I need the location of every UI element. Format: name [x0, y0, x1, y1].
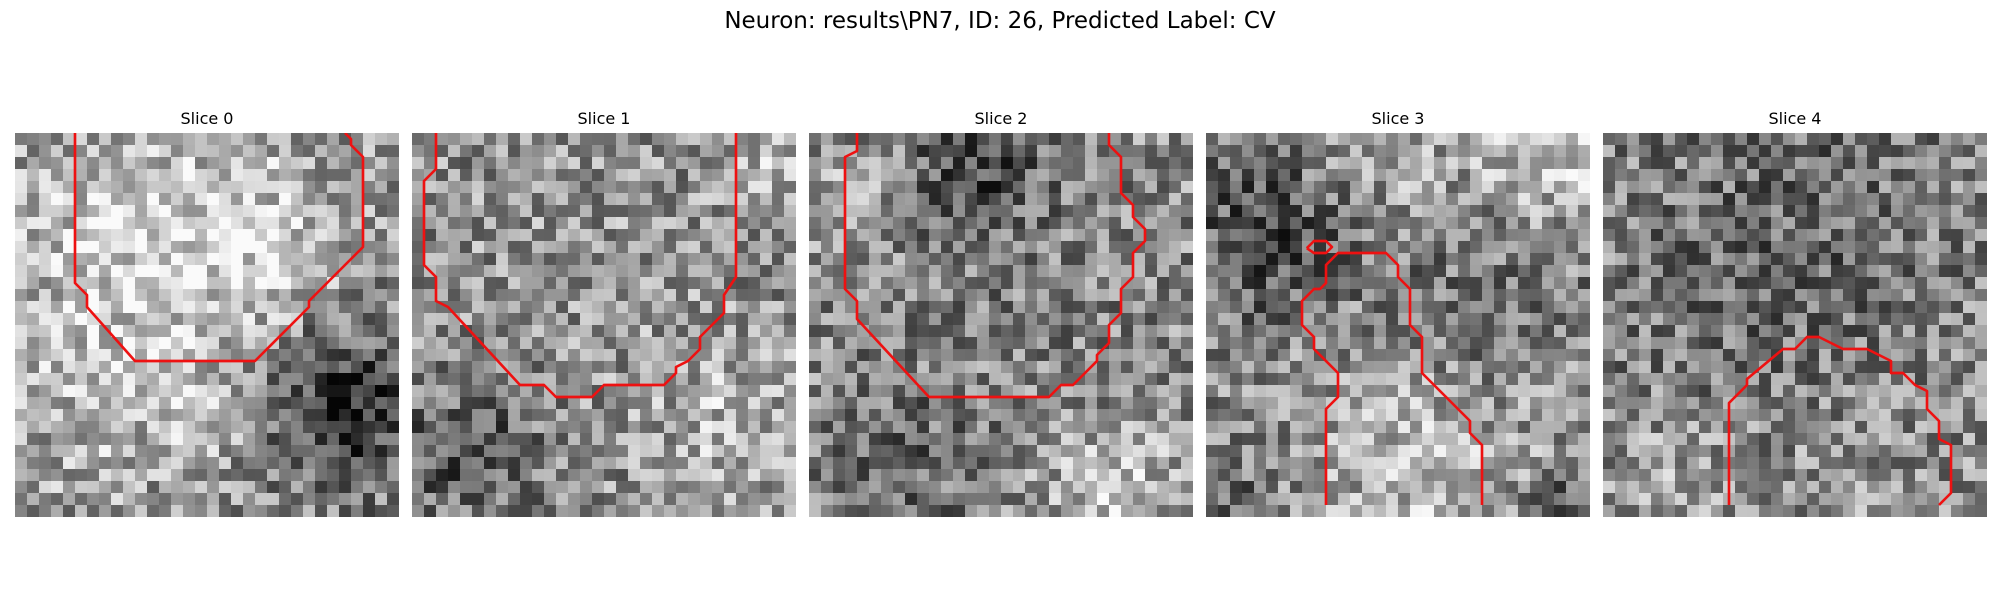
slice-panel-1: Slice 1	[412, 108, 796, 517]
slice-title: Slice 1	[577, 109, 631, 128]
contour-line	[843, 133, 1147, 399]
slice-panel-0: Slice 0	[15, 108, 399, 517]
contour-overlay	[1300, 239, 1484, 505]
contour-overlay	[73, 133, 365, 363]
contour-overlay	[843, 133, 1147, 399]
slice-title: Slice 3	[1371, 109, 1425, 128]
intensity-image	[412, 133, 796, 517]
contour-overlay	[422, 133, 738, 399]
figure-title: Neuron: results\PN7, ID: 26, Predicted L…	[724, 8, 1276, 34]
slice-panel-4: Slice 4	[1603, 108, 1987, 517]
slice-image	[412, 133, 796, 517]
slice-image	[1206, 133, 1590, 517]
slice-image	[1603, 133, 1987, 517]
slice-title: Slice 2	[974, 109, 1028, 128]
contour-line	[1305, 239, 1334, 255]
intensity-image	[1206, 133, 1590, 517]
slice-panel-2: Slice 2	[809, 108, 1193, 517]
intensity-image	[1603, 133, 1987, 517]
contour-line	[422, 133, 738, 399]
slice-title: Slice 0	[180, 109, 234, 128]
contour-line	[73, 133, 365, 363]
slice-image	[15, 133, 399, 517]
slice-panel-3: Slice 3	[1206, 108, 1590, 517]
slice-title: Slice 4	[1768, 109, 1822, 128]
contour-overlay	[1727, 335, 1953, 506]
intensity-image	[809, 133, 1193, 517]
intensity-image	[15, 133, 399, 517]
contour-line	[1300, 251, 1484, 505]
slice-image	[809, 133, 1193, 517]
contour-line	[1727, 335, 1953, 506]
